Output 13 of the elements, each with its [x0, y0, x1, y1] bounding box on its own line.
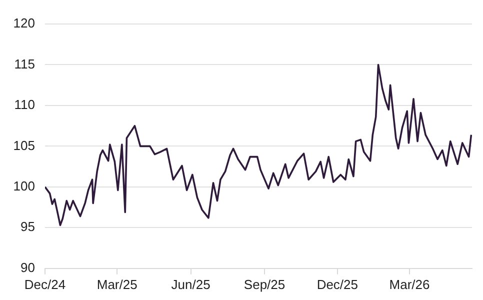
y-tick-label: 115 — [14, 56, 35, 72]
y-tick-label: 120 — [13, 16, 35, 31]
y-tick-label: 105 — [13, 138, 35, 153]
x-tick-label: Dec/24 — [24, 276, 66, 292]
y-tick-label: 90 — [20, 260, 35, 275]
y-tick-label: 100 — [13, 178, 35, 194]
x-tick-label: Sep/25 — [244, 276, 286, 292]
y-tick-label: 95 — [20, 219, 35, 234]
x-tick-label: Mar/26 — [389, 276, 430, 292]
x-tick-label: Mar/25 — [96, 276, 138, 292]
x-tick-label: Jun/25 — [171, 276, 210, 292]
y-tick-label: 110 — [14, 97, 35, 112]
x-tick-label: Dec/25 — [316, 276, 358, 292]
